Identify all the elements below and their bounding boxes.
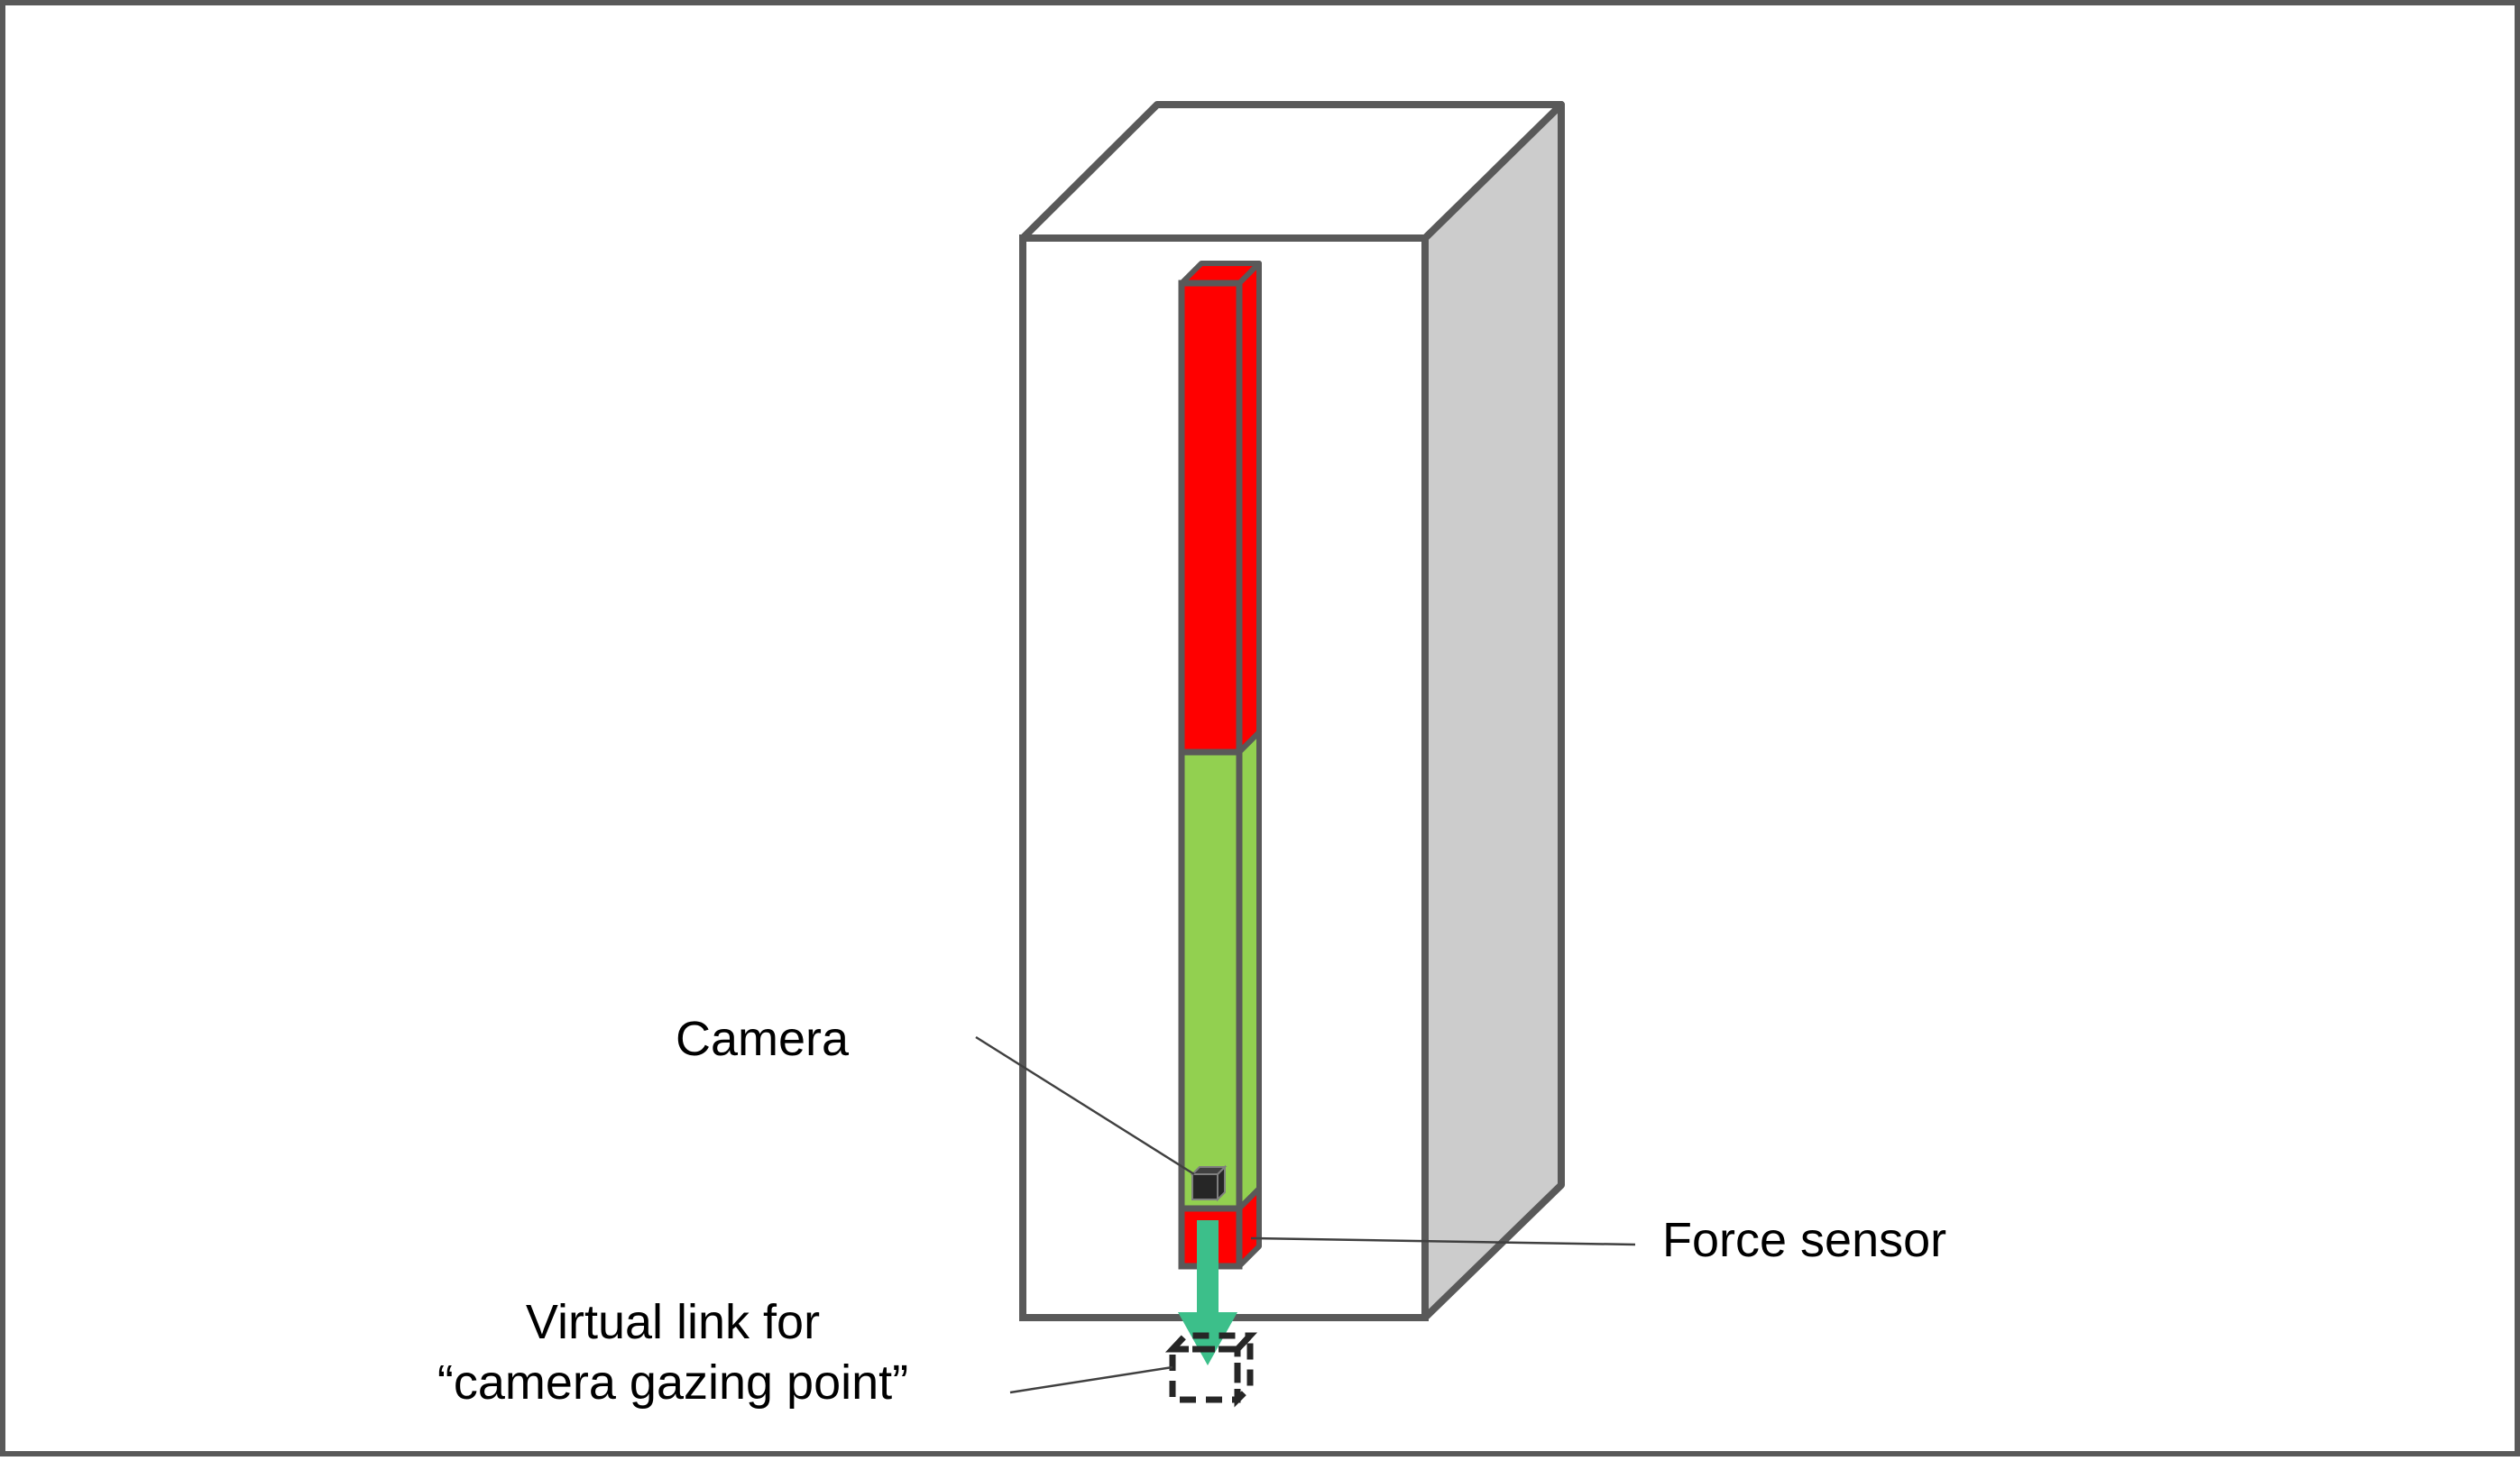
middle-link-front bbox=[1178, 749, 1243, 1212]
camera-leader-line bbox=[975, 1035, 1195, 1176]
camera-label: Camera bbox=[676, 1012, 850, 1066]
virtual-link-label-line2: “camera gazing point” bbox=[437, 1355, 908, 1410]
camera bbox=[1190, 1164, 1228, 1202]
force-sensor-leader-line bbox=[1250, 1236, 1636, 1246]
virtual-link-front bbox=[1169, 1346, 1241, 1403]
camera-front bbox=[1191, 1173, 1219, 1200]
outer-box bbox=[1019, 101, 1565, 1321]
virtual-link-label-line1: Virtual link for bbox=[526, 1295, 820, 1349]
camera-top bbox=[1190, 1166, 1228, 1175]
virtual-link bbox=[1164, 1328, 1258, 1408]
upper-link-front bbox=[1178, 280, 1243, 756]
force-sensor-label: Force sensor bbox=[1662, 1213, 1946, 1267]
virtual-link-top bbox=[1164, 1332, 1258, 1353]
outer-box-side bbox=[1421, 101, 1565, 1321]
gaze-arrow-shaft bbox=[1197, 1220, 1219, 1314]
virtual-link-leader-line bbox=[1009, 1365, 1173, 1394]
middle-link bbox=[1178, 730, 1262, 1212]
upper-link bbox=[1178, 261, 1262, 756]
